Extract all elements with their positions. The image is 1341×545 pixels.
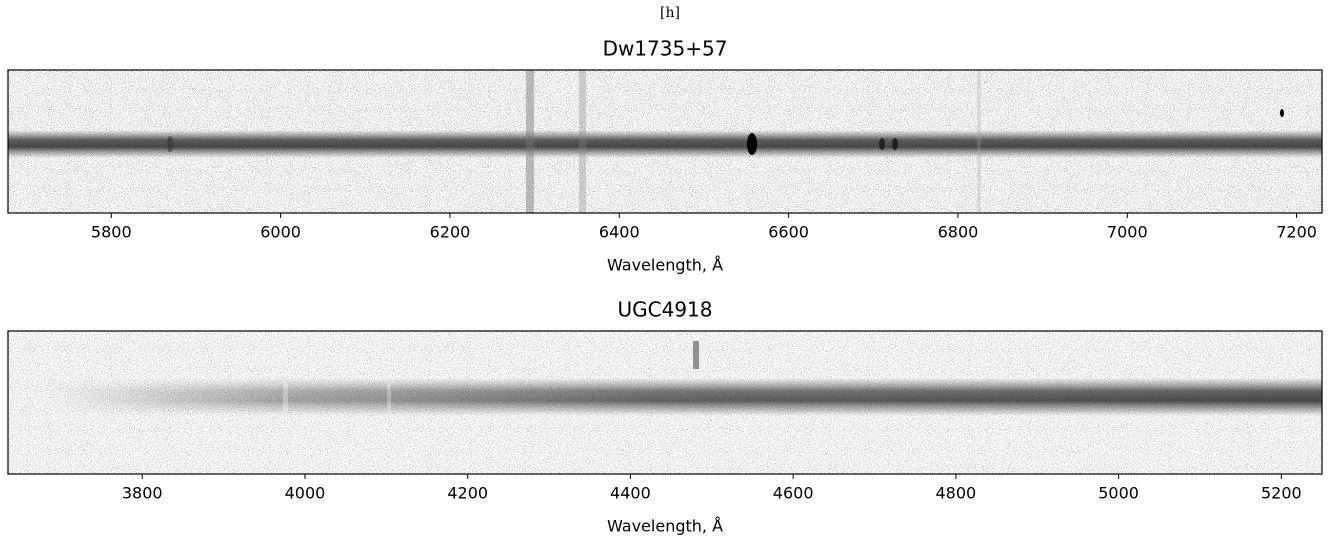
x-tick-label: 5800 (91, 223, 132, 242)
chart-title: UGC4918 (618, 298, 713, 322)
x-tick-label: 6600 (768, 223, 809, 242)
chart-title: Dw1735+57 (603, 37, 728, 61)
x-tick-label: 6200 (430, 223, 471, 242)
header: [h] (660, 5, 680, 21)
x-tick-label: 4400 (610, 484, 651, 503)
x-tick-label: 4600 (773, 484, 814, 503)
x-tick-label: 6800 (938, 223, 979, 242)
x-axis-label: Wavelength, Å (607, 517, 723, 536)
axes-frame (7, 69, 1323, 214)
x-tick-label: 5000 (1098, 484, 1139, 503)
x-tick-label: 7000 (1107, 223, 1148, 242)
x-axis-label: Wavelength, Å (607, 256, 723, 275)
x-tick-label: 7200 (1276, 223, 1317, 242)
x-tick-label: 4200 (447, 484, 488, 503)
spectrum-image (8, 331, 1322, 474)
x-tick-label: 6400 (599, 223, 640, 242)
x-tick-label: 4800 (936, 484, 977, 503)
x-tick-label: 6000 (260, 223, 301, 242)
x-tick-label: 5200 (1261, 484, 1302, 503)
axes-frame (7, 330, 1323, 475)
x-tick-label: 4000 (285, 484, 326, 503)
spectrum-image (8, 70, 1322, 213)
x-tick-label: 3800 (122, 484, 163, 503)
